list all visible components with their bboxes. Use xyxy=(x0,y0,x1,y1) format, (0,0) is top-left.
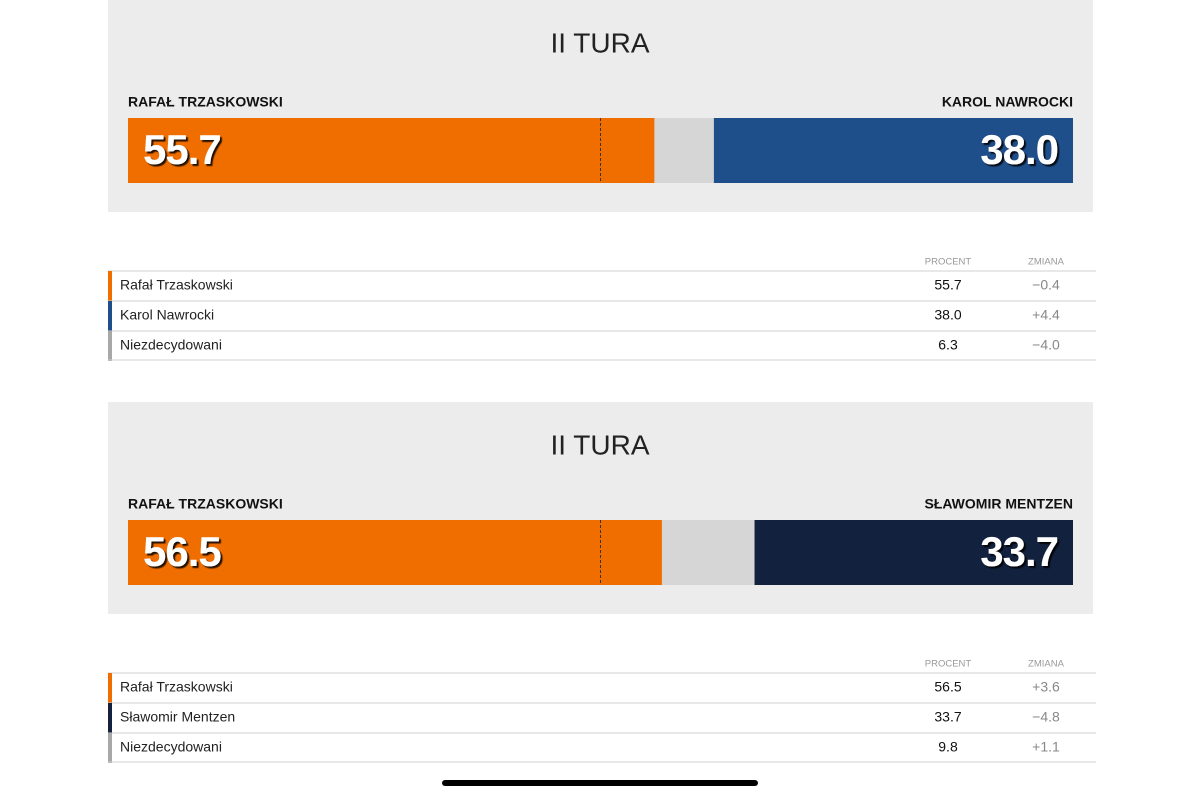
row-color-strip xyxy=(108,733,112,763)
bar-value-label: 55.7 xyxy=(143,126,221,173)
row-percent: 55.7 xyxy=(934,277,961,293)
bar xyxy=(754,520,1073,585)
row-name: Niezdecydowani xyxy=(120,337,222,353)
panel-title: II TURA xyxy=(550,429,649,460)
bar-value-label: 56.5 xyxy=(143,528,221,575)
table-header: ZMIANA xyxy=(1028,257,1065,268)
row-change: +1.1 xyxy=(1032,739,1060,755)
row-color-strip xyxy=(108,673,112,703)
candidate-name: SŁAWOMIR MENTZEN xyxy=(924,496,1073,512)
row-change: −4.8 xyxy=(1032,709,1060,725)
bar-value-label: 38.0 xyxy=(980,126,1058,173)
row-name: Niezdecydowani xyxy=(120,739,222,755)
candidate-name: KAROL NAWROCKI xyxy=(942,94,1073,110)
row-change: −0.4 xyxy=(1032,277,1060,293)
table-header: PROCENT xyxy=(925,257,972,268)
candidate-name: RAFAŁ TRZASKOWSKI xyxy=(128,94,283,110)
bar xyxy=(713,118,1073,183)
row-color-strip xyxy=(108,301,112,331)
row-percent: 56.5 xyxy=(934,679,961,695)
row-change: +4.4 xyxy=(1032,307,1060,323)
row-percent: 9.8 xyxy=(938,739,958,755)
row-change: +3.6 xyxy=(1032,679,1060,695)
row-percent: 33.7 xyxy=(934,709,961,725)
row-name: Sławomir Mentzen xyxy=(120,709,235,725)
candidate-name: RAFAŁ TRZASKOWSKI xyxy=(128,496,283,512)
bar-value-label: 33.7 xyxy=(980,528,1058,575)
bar xyxy=(128,118,655,183)
row-name: Rafał Trzaskowski xyxy=(120,277,233,293)
row-name: Karol Nawrocki xyxy=(120,307,214,323)
row-change: −4.0 xyxy=(1032,337,1060,353)
row-name: Rafał Trzaskowski xyxy=(120,679,233,695)
row-percent: 6.3 xyxy=(938,337,958,353)
bar xyxy=(128,520,662,585)
row-color-strip xyxy=(108,331,112,361)
table-header: ZMIANA xyxy=(1028,659,1065,670)
home-indicator xyxy=(442,780,758,786)
row-color-strip xyxy=(108,271,112,301)
table-header: PROCENT xyxy=(925,659,972,670)
row-color-strip xyxy=(108,703,112,733)
panel-title: II TURA xyxy=(550,27,649,58)
row-percent: 38.0 xyxy=(934,307,961,323)
